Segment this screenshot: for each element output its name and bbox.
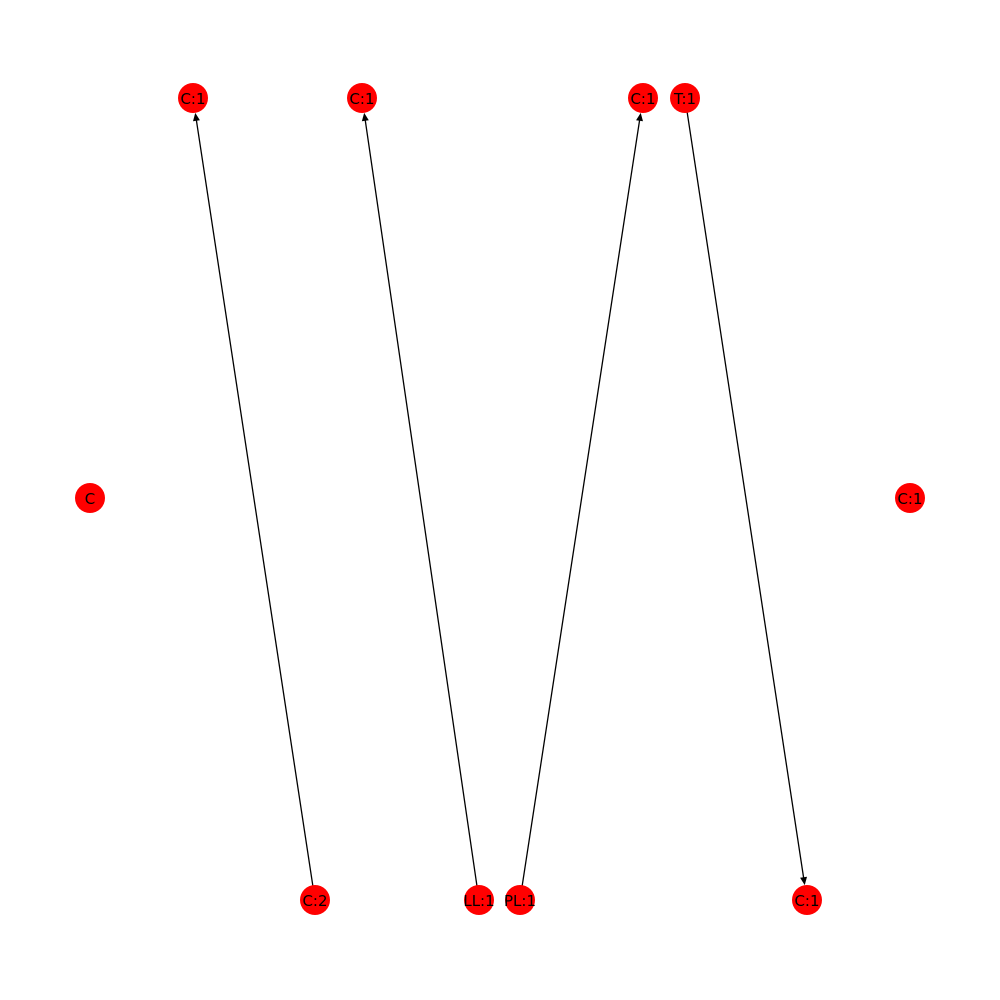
node-label: C:1 [180, 90, 205, 108]
node-circle [895, 483, 925, 513]
node-circle [75, 483, 105, 513]
arrowhead-icon [192, 112, 200, 122]
graph-node: T:1 [670, 83, 700, 113]
node-circle [464, 885, 494, 915]
graph-node: C:1 [347, 83, 377, 113]
graph-node: C:2 [300, 885, 330, 915]
node-label: C [85, 490, 95, 508]
node-circle [670, 83, 700, 113]
graph-node: C [75, 483, 105, 513]
edge-n7-n1 [195, 118, 316, 901]
edge-n4-n10 [684, 97, 805, 880]
node-circle [300, 885, 330, 915]
graph-node: LL:1 [463, 885, 495, 915]
node-label: T:1 [673, 90, 696, 108]
arrowhead-icon [636, 112, 643, 122]
edge-n9-n3 [519, 118, 641, 901]
node-circle [792, 885, 822, 915]
graph-node: C:1 [628, 83, 658, 113]
node-label: LL:1 [463, 892, 494, 910]
node-label: C:1 [897, 490, 922, 508]
node-circle [178, 83, 208, 113]
graph-node: PL:1 [504, 885, 536, 915]
node-label: C:1 [794, 892, 819, 910]
graph-node: C:1 [178, 83, 208, 113]
node-label: C:1 [630, 90, 655, 108]
node-circle [347, 83, 377, 113]
node-circle [628, 83, 658, 113]
arrowhead-icon [800, 876, 808, 886]
graph-node: C:1 [792, 885, 822, 915]
nodes-layer: C:1 C:1 C:1 T:1 C C:1 C:2 LL:1 PL:1 C:1 [75, 83, 925, 915]
node-label: C:1 [349, 90, 374, 108]
edges-layer [192, 97, 808, 901]
node-label: PL:1 [504, 892, 536, 910]
node-label: C:2 [302, 892, 327, 910]
graph-node: C:1 [895, 483, 925, 513]
arrowhead-icon [361, 112, 369, 122]
node-circle [505, 885, 535, 915]
edge-n8-n2 [364, 118, 480, 901]
